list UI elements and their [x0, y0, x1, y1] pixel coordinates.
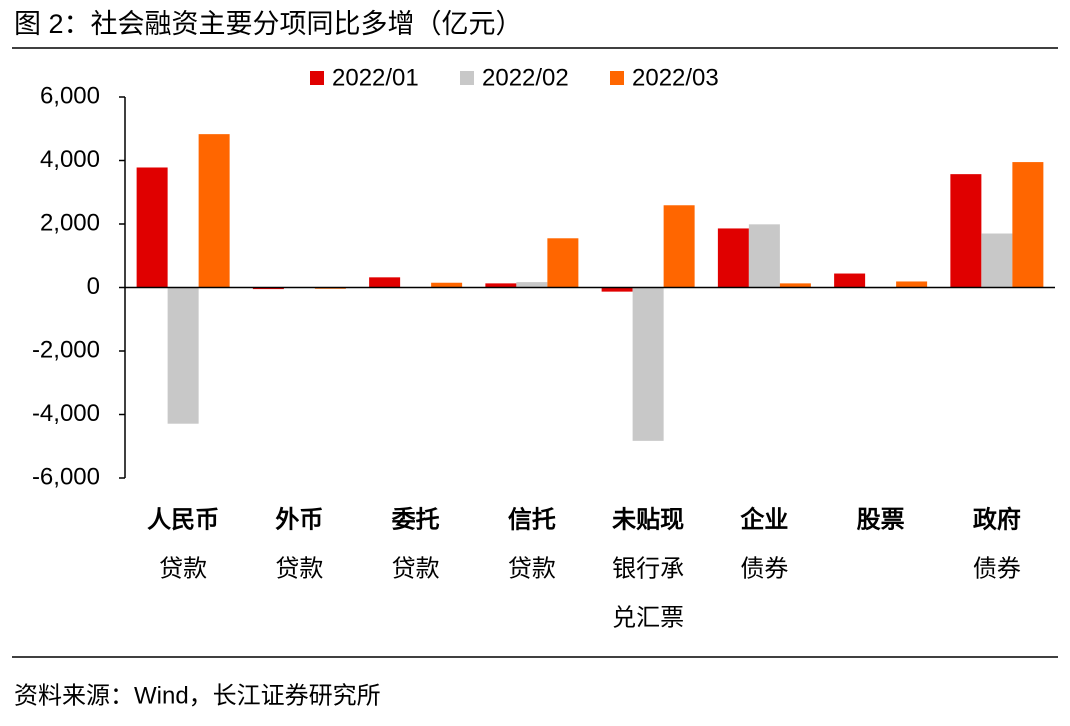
- source: 资料来源：Wind，长江证券研究所: [14, 682, 381, 709]
- y-tick-label: 0: [87, 273, 100, 300]
- x-tick-label: 未贴现: [612, 506, 684, 533]
- bar: [663, 205, 695, 288]
- legend-swatch: [610, 71, 624, 85]
- chart-title: 图 2：社会融资主要分项同比多增（亿元）: [14, 9, 523, 39]
- bar: [431, 282, 463, 288]
- x-tick-label: 政府: [973, 505, 1021, 533]
- legend-swatch: [310, 71, 324, 85]
- x-tick-label: 贷款: [508, 555, 556, 582]
- x-tick-label: 股票: [857, 506, 905, 533]
- y-tick-label: 6,000: [40, 82, 100, 109]
- x-tick-label: 兑汇票: [612, 604, 684, 631]
- bar: [834, 273, 866, 288]
- legend-label: 2022/01: [332, 64, 419, 91]
- x-tick-label: 委托: [391, 506, 440, 533]
- bar: [252, 287, 284, 290]
- x-tick-label: 外币: [275, 505, 323, 533]
- bar: [896, 281, 928, 288]
- y-tick-label: 2,000: [40, 209, 100, 236]
- x-tick-label: 贷款: [392, 555, 440, 582]
- x-tick-label: 贷款: [275, 555, 323, 582]
- x-tick-label: 人民币: [147, 506, 219, 533]
- legend-swatch: [460, 71, 474, 85]
- legend-label: 2022/02: [482, 64, 569, 91]
- bar: [950, 174, 982, 288]
- bar: [198, 134, 230, 288]
- x-tick-label: 债券: [973, 555, 1021, 582]
- bar: [779, 283, 811, 288]
- bar: [547, 238, 579, 288]
- bar: [516, 282, 548, 288]
- bar: [632, 287, 664, 441]
- bar: [601, 287, 633, 292]
- bar: [485, 283, 517, 288]
- y-tick-label: 4,000: [40, 146, 100, 173]
- bar: [1012, 162, 1044, 288]
- y-tick-label: -2,000: [32, 336, 100, 363]
- x-tick-label: 债券: [740, 555, 788, 582]
- bar: [167, 287, 199, 424]
- bar: [369, 277, 401, 288]
- x-tick-label: 信托: [508, 505, 556, 533]
- x-tick-label: 银行承: [612, 555, 684, 582]
- x-tick-label: 企业: [740, 505, 788, 533]
- bar: [136, 167, 168, 288]
- x-tick-label: 贷款: [159, 555, 207, 582]
- bar: [717, 228, 749, 288]
- bar: [748, 224, 780, 288]
- y-tick-label: -6,000: [32, 463, 100, 490]
- legend-label: 2022/03: [632, 64, 719, 91]
- bar: [981, 233, 1013, 288]
- y-tick-label: -4,000: [32, 400, 100, 427]
